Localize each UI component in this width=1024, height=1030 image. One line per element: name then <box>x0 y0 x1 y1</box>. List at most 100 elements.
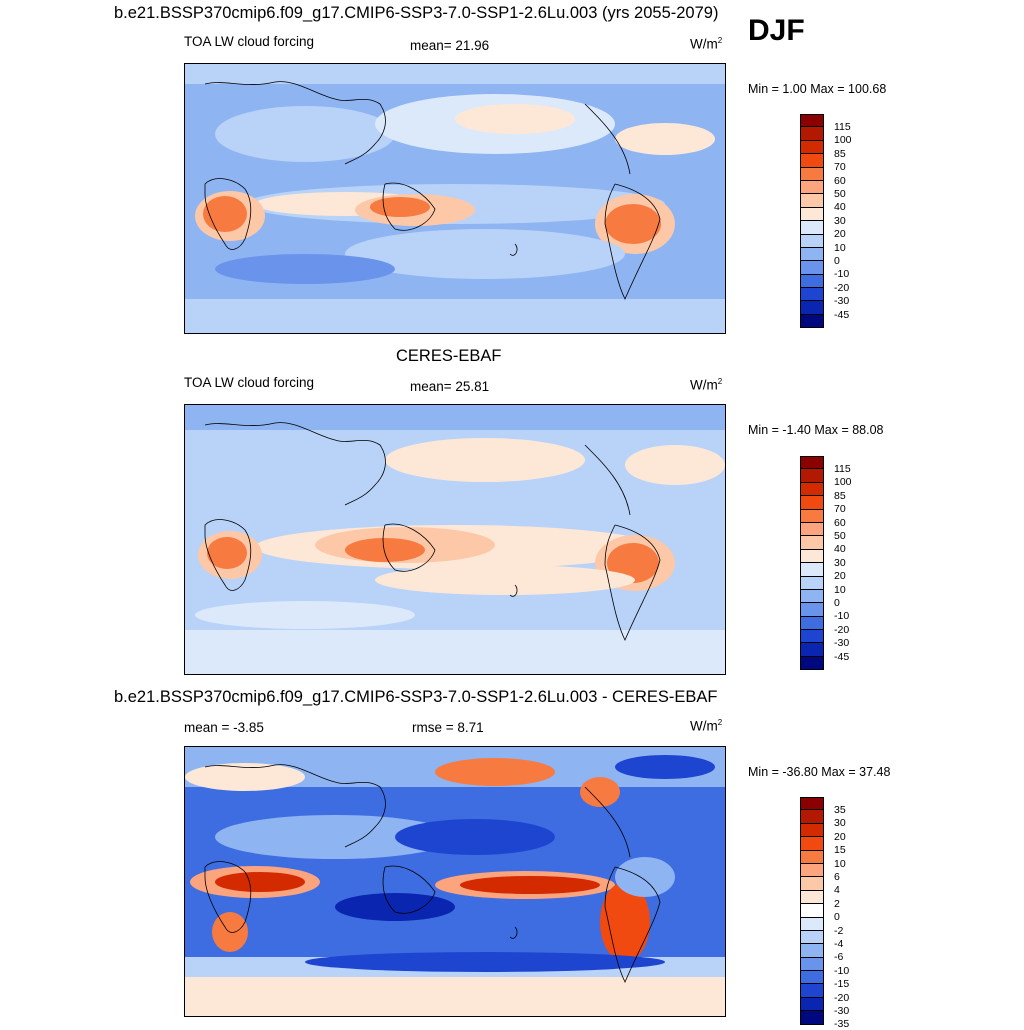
panel-minmax: Min = 1.00 Max = 100.68 <box>748 82 887 96</box>
colorbar-label: -20 <box>834 281 850 294</box>
map-model <box>184 63 726 334</box>
colorbar-swatch <box>800 140 824 155</box>
colorbar-swatch <box>800 643 824 657</box>
colorbar-label: -15 <box>834 978 850 991</box>
colorbar-label: 70 <box>834 503 846 516</box>
colorbar-swatch <box>800 247 824 262</box>
colorbar-swatch <box>800 234 824 248</box>
colorbar-label: 30 <box>834 817 846 830</box>
colorbar-swatch <box>800 288 824 302</box>
colorbar-label: 60 <box>834 174 846 187</box>
colorbar-swatch <box>800 944 824 958</box>
colorbar-swatch <box>800 837 824 851</box>
panel-mean: mean= 21.96 <box>410 38 490 53</box>
colorbar-swatch <box>800 863 824 878</box>
colorbar-swatch <box>800 563 824 577</box>
colorbar-label: 40 <box>834 543 846 556</box>
colorbar-swatch <box>800 603 824 617</box>
colorbar-swatch <box>800 522 824 537</box>
panel-units: W/m2 <box>690 36 723 52</box>
colorbar-swatch <box>800 997 824 1012</box>
panel-units: W/m2 <box>690 718 723 734</box>
colorbar-swatch <box>800 1011 824 1025</box>
colorbar-label: -10 <box>834 964 850 977</box>
colorbar-swatch <box>800 576 824 590</box>
panel-rmse: rmse = 8.71 <box>412 720 484 735</box>
colorbar-swatch <box>800 797 824 811</box>
colorbar-label: -4 <box>834 937 844 950</box>
colorbar-swatch <box>800 482 824 497</box>
colorbar-label: 10 <box>834 857 846 870</box>
colorbar-label: 10 <box>834 583 846 596</box>
panel-minmax: Min = -1.40 Max = 88.08 <box>748 423 884 437</box>
colorbar-label: 85 <box>834 147 846 160</box>
colorbar-label: 4 <box>834 884 840 897</box>
colorbar-swatch <box>800 274 824 289</box>
colorbar-label: 100 <box>834 134 852 147</box>
colorbar-label: 0 <box>834 254 840 267</box>
colorbar-swatch <box>800 549 824 564</box>
colorbar-swatch <box>800 630 824 644</box>
colorbar-label: 0 <box>834 911 840 924</box>
colorbar-label: 40 <box>834 201 846 214</box>
colorbar-swatch <box>800 810 824 824</box>
colorbar-label: 2 <box>834 897 840 910</box>
colorbar-label: -30 <box>834 1004 850 1017</box>
colorbar-label: 50 <box>834 187 846 200</box>
colorbar-obs <box>800 456 824 671</box>
colorbar-swatch <box>800 261 824 275</box>
colorbar-swatch <box>800 536 824 550</box>
colorbar-label: 20 <box>834 570 846 583</box>
colorbar-swatch <box>800 456 824 470</box>
colorbar-swatch <box>800 890 824 905</box>
colorbar-label: -20 <box>834 991 850 1004</box>
colorbar-swatch <box>800 984 824 998</box>
colorbar-label: 85 <box>834 489 846 502</box>
panel-variable: TOA LW cloud forcing <box>184 375 315 390</box>
colorbar-swatch <box>800 616 824 631</box>
colorbar-label: -30 <box>834 295 850 308</box>
colorbar-swatch <box>800 301 824 315</box>
panel-minmax: Min = -36.80 Max = 37.48 <box>748 765 891 779</box>
colorbar-swatch <box>800 154 824 168</box>
colorbar-swatch <box>800 904 824 918</box>
panel-units: W/m2 <box>690 377 723 393</box>
colorbar-label: 30 <box>834 556 846 569</box>
colorbar-label: 30 <box>834 214 846 227</box>
colorbar-label: 115 <box>834 120 851 133</box>
panel-title: b.e21.BSSP370cmip6.f09_g17.CMIP6-SSP3-7.… <box>114 688 718 706</box>
colorbar-swatch <box>800 877 824 891</box>
colorbar-label: -10 <box>834 268 850 281</box>
colorbar-label: 10 <box>834 241 846 254</box>
colorbar-swatch <box>800 917 824 931</box>
panel-variable: TOA LW cloud forcing <box>184 34 315 49</box>
colorbar-swatch <box>800 930 824 945</box>
colorbar-swatch <box>800 180 824 195</box>
colorbar-swatch <box>800 469 824 483</box>
colorbar-label: 15 <box>834 844 846 857</box>
colorbar-label: -35 <box>834 1018 850 1030</box>
colorbar-label: -30 <box>834 637 850 650</box>
panel-title: CERES-EBAF <box>396 347 502 365</box>
colorbar-label: -2 <box>834 924 844 937</box>
colorbar-label: 50 <box>834 529 846 542</box>
colorbar-swatch <box>800 589 824 604</box>
colorbar-swatch <box>800 127 824 141</box>
colorbar-swatch <box>800 971 824 985</box>
figure-title: b.e21.BSSP370cmip6.f09_g17.CMIP6-SSP3-7.… <box>114 4 719 22</box>
colorbar-label: 20 <box>834 228 846 241</box>
colorbar-swatch <box>800 207 824 222</box>
map-diff <box>184 746 726 1017</box>
colorbar-label: -20 <box>834 623 850 636</box>
colorbar-label: 35 <box>834 803 846 816</box>
colorbar-swatch <box>800 509 824 523</box>
colorbar-swatch <box>800 656 824 671</box>
colorbar-label: 0 <box>834 596 840 609</box>
colorbar-label: -10 <box>834 610 850 623</box>
panel-mean: mean= 25.81 <box>410 379 490 394</box>
colorbar-diff <box>800 797 824 1025</box>
colorbar-swatch <box>800 194 824 208</box>
colorbar-label: -45 <box>834 650 850 663</box>
colorbar-label: -45 <box>834 308 850 321</box>
colorbar-swatch <box>800 167 824 181</box>
